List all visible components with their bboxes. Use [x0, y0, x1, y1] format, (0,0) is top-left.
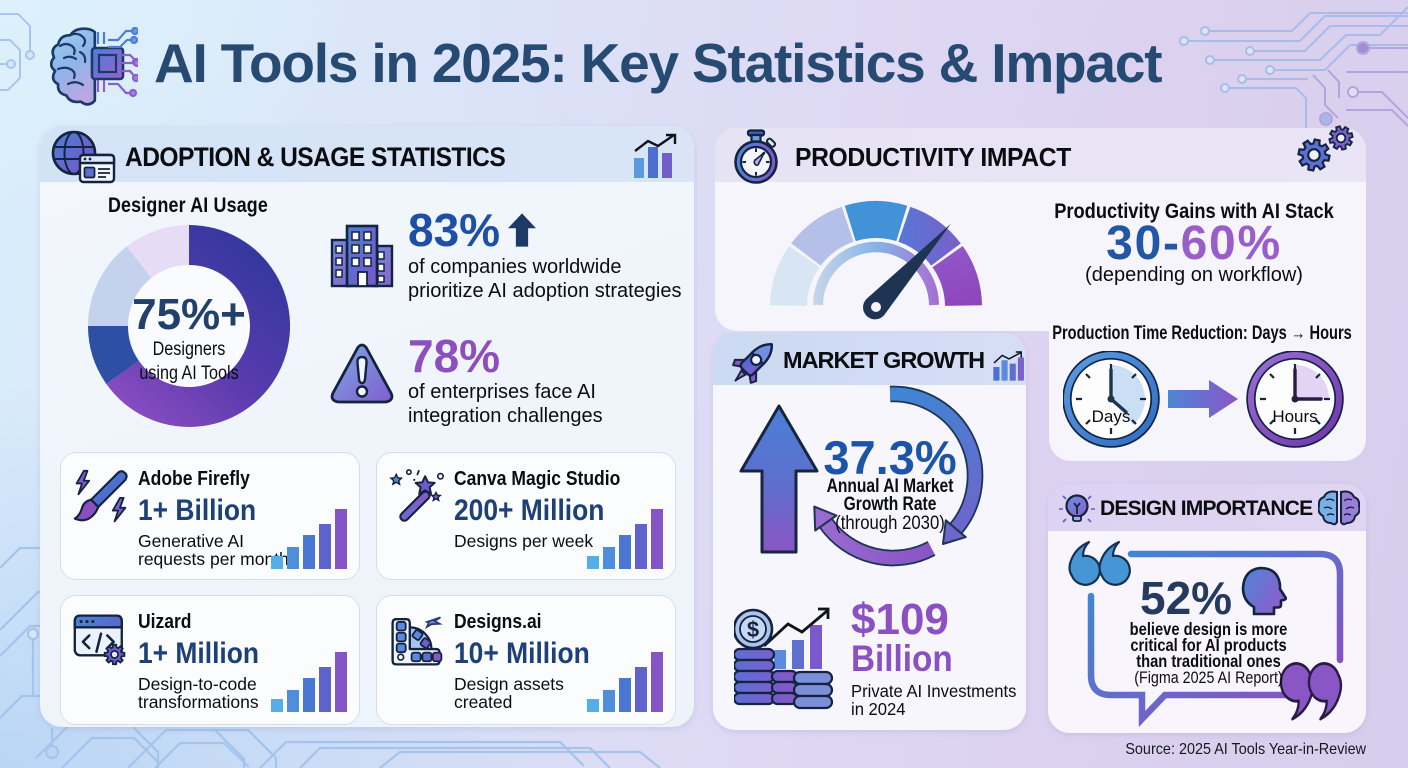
svg-text:$: $	[747, 617, 759, 642]
svg-text:Hours: Hours	[1272, 407, 1317, 426]
svg-text:Days: Days	[1092, 407, 1131, 426]
